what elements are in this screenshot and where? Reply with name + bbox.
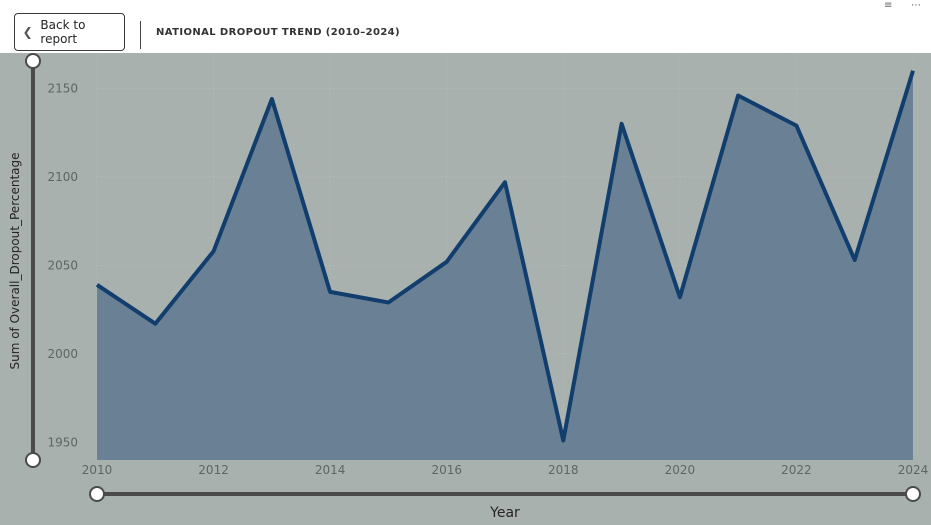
- y-tick-label: 1950: [47, 435, 78, 449]
- y-axis-ticks: 1950 2000 2050 2100 2150: [47, 81, 78, 449]
- y-tick-label: 2150: [47, 81, 78, 95]
- x-tick-label: 2012: [198, 463, 229, 477]
- header-divider: [140, 21, 141, 49]
- series-line: [95, 70, 915, 443]
- back-button-label: Back to report: [40, 18, 86, 46]
- y-slider-bottom-handle[interactable]: [25, 452, 41, 468]
- x-tick-label: 2010: [82, 463, 113, 477]
- y-slider-top-handle[interactable]: [25, 53, 41, 69]
- y-tick-label: 2000: [47, 347, 78, 361]
- filter-icon[interactable]: ≡: [884, 0, 893, 11]
- x-tick-label: 2020: [665, 463, 696, 477]
- x-tick-label: 2024: [898, 463, 929, 477]
- x-tick-label: 2022: [781, 463, 812, 477]
- x-axis-label: Year: [489, 505, 520, 521]
- header-bar: ❮ Back to report NATIONAL DROPOUT TREND …: [0, 0, 931, 53]
- page-title: NATIONAL DROPOUT TREND (2010–2024): [156, 27, 401, 38]
- x-tick-label: 2014: [315, 463, 346, 477]
- y-axis-label: Sum of Overall_Dropout_Percentage: [8, 152, 22, 369]
- y-tick-label: 2100: [47, 170, 78, 184]
- more-options-icon[interactable]: ⋯: [911, 0, 921, 11]
- x-tick-label: 2016: [431, 463, 462, 477]
- x-slider-left-handle[interactable]: [89, 486, 105, 502]
- x-slider-right-handle[interactable]: [905, 486, 921, 502]
- chevron-left-icon: ❮: [22, 25, 33, 39]
- y-tick-label: 2050: [47, 258, 78, 272]
- area-fill: [97, 70, 913, 460]
- x-axis-ticks: 2010 2012 2014 2016 2018 2020 2022 2024: [82, 463, 929, 477]
- x-tick-label: 2018: [548, 463, 579, 477]
- back-to-report-button[interactable]: ❮ Back to report: [14, 13, 125, 51]
